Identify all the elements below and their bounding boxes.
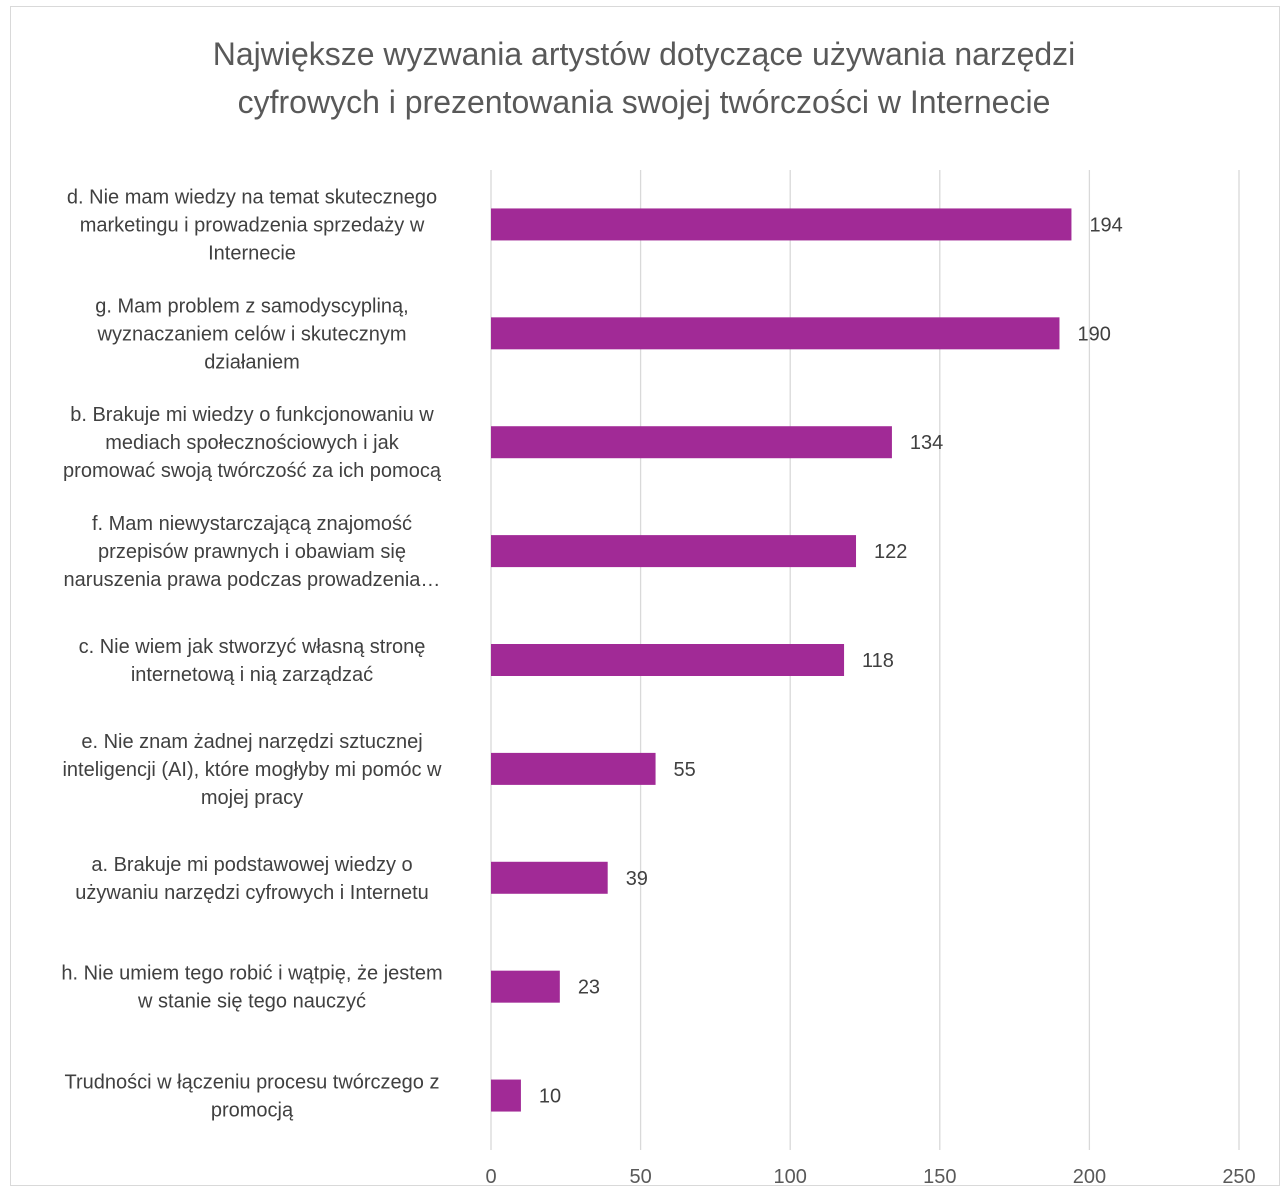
x-tick-label-250: 250 — [1222, 1166, 1255, 1188]
bar-7 — [491, 861, 608, 894]
category-label-4: f. Mam niewystarczającą znajomość przepis… — [64, 513, 441, 591]
bar-3 — [491, 426, 892, 459]
x-tick-label-200: 200 — [1073, 1166, 1106, 1188]
data-label-7: 39 — [626, 868, 648, 890]
data-label-1: 194 — [1089, 214, 1122, 236]
data-label-8: 23 — [578, 977, 600, 999]
chart-title: Największe wyzwania artystów dotyczące u… — [0, 30, 1288, 126]
chart-frame — [10, 6, 1280, 1186]
x-tick-label-150: 150 — [923, 1166, 956, 1188]
data-label-2: 190 — [1077, 323, 1110, 345]
chart-title-line-1: Największe wyzwania artystów dotyczące u… — [212, 36, 1076, 72]
category-label-9: Trudności w łączeniu procesu twórczego z… — [65, 1072, 440, 1122]
category-label-8: h. Nie umiem tego robić i wątpię, że jes… — [61, 963, 442, 1013]
x-tick-label-100: 100 — [774, 1166, 807, 1188]
bar-6 — [491, 752, 656, 785]
data-label-4: 122 — [874, 541, 907, 563]
bar-9 — [491, 1079, 521, 1112]
data-label-9: 10 — [539, 1086, 561, 1108]
category-label-5: c. Nie wiem jak stworzyć własną stronę in… — [79, 636, 426, 686]
data-label-6: 55 — [674, 759, 696, 781]
bar-1 — [491, 208, 1072, 241]
category-label-6: e. Nie znam żadnej narzędzi sztucznej int… — [62, 731, 442, 809]
bar-8 — [491, 970, 560, 1003]
x-tick-label-50: 50 — [629, 1166, 651, 1188]
bar-4 — [491, 535, 857, 568]
bars — [491, 208, 1072, 1112]
data-label-3: 134 — [910, 432, 943, 454]
category-label-7: a. Brakuje mi podstawowej wiedzy o używan… — [75, 854, 429, 904]
category-label-1: d. Nie mam wiedzy na temat skutecznego ma… — [67, 186, 437, 264]
bar-2 — [491, 317, 1060, 350]
chart-title-line-2: cyfrowych i prezentowania swojej twórczo… — [237, 84, 1051, 120]
data-label-5: 118 — [862, 650, 894, 672]
labels: 0 50 100 150 200 250 194 d. Nie mam wiedzy na t… — [61, 186, 1255, 1188]
category-label-2: g. Mam problem z samodyscypliną, wyznacza… — [95, 295, 408, 373]
bar-5 — [491, 644, 845, 676]
x-tick-label-0: 0 — [485, 1166, 496, 1188]
